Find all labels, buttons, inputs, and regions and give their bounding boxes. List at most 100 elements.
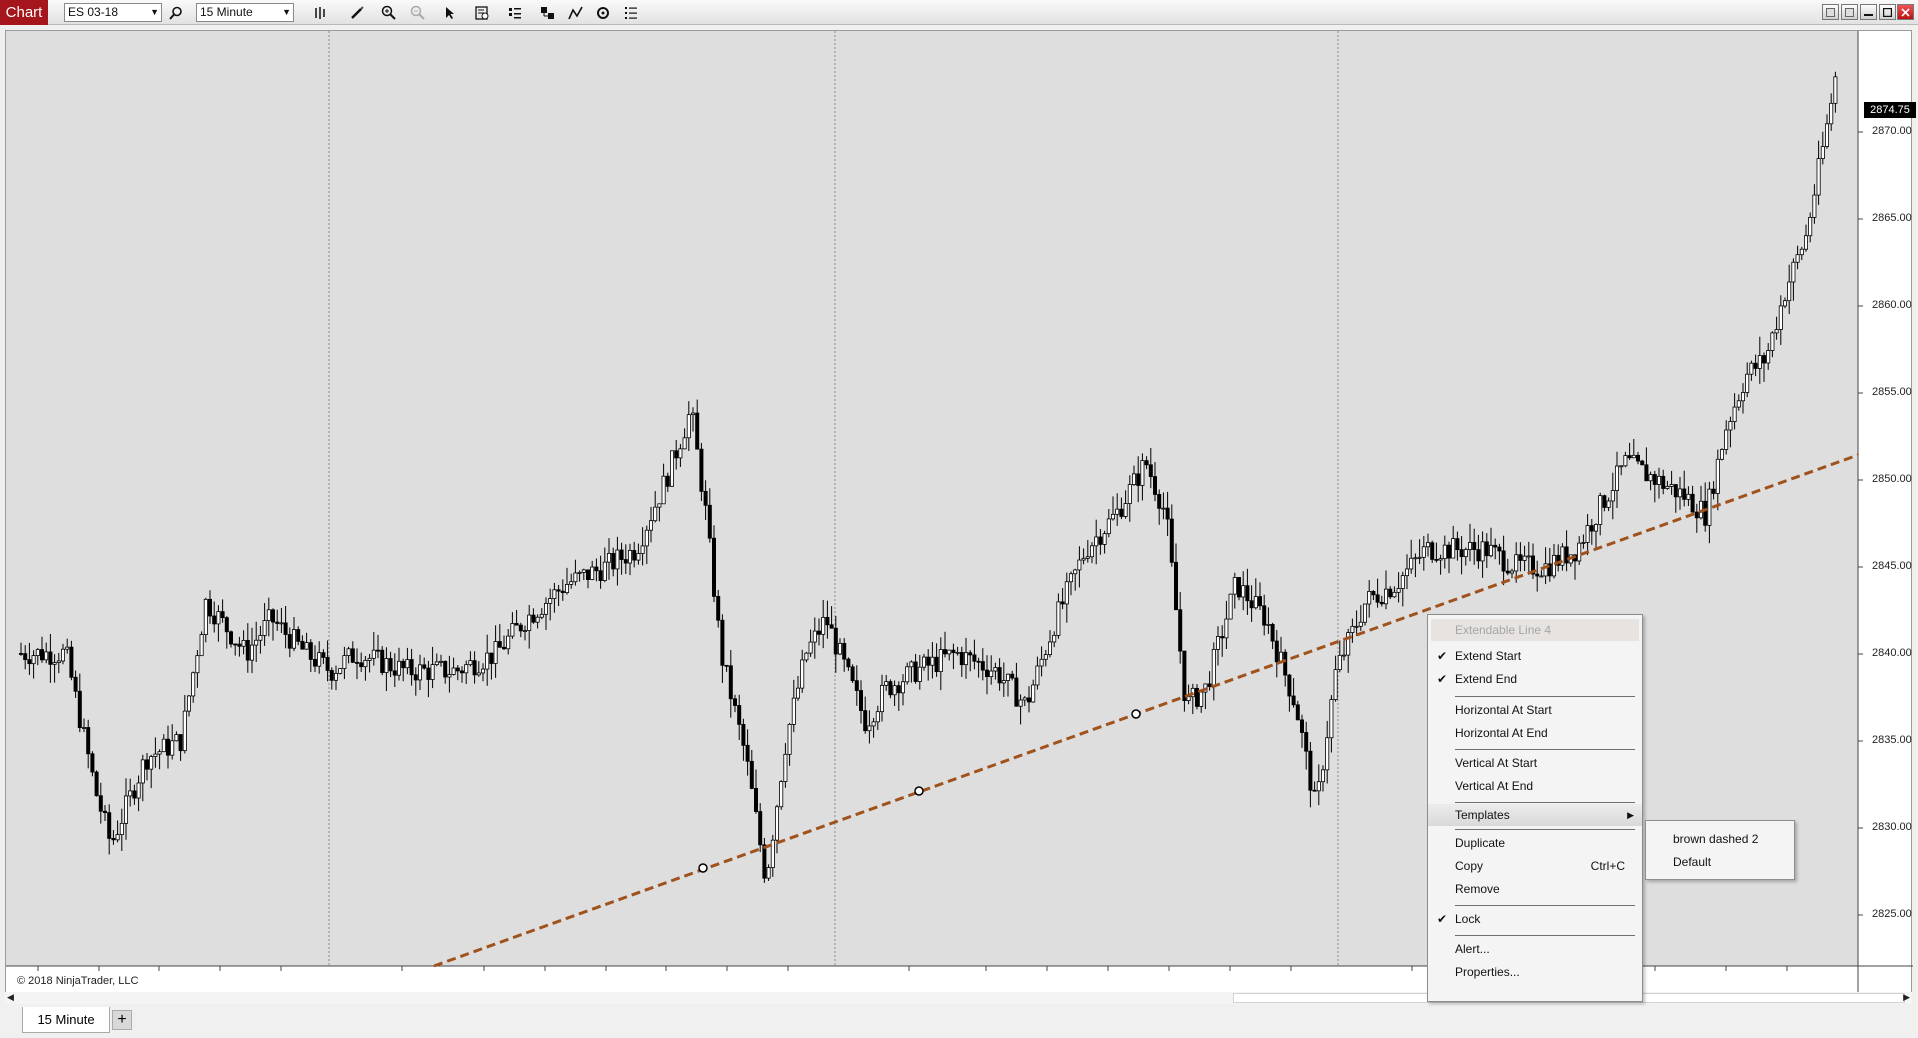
candle-body bbox=[1665, 486, 1670, 489]
candle-body bbox=[1123, 503, 1128, 517]
candle-body bbox=[527, 614, 532, 631]
candle-body bbox=[1367, 591, 1372, 605]
pencil-icon[interactable] bbox=[347, 3, 367, 22]
candle-body bbox=[922, 656, 927, 668]
pointer-icon[interactable] bbox=[440, 3, 460, 22]
candle-body bbox=[972, 654, 977, 662]
menu-item-extend-end[interactable]: ✔ Extend End bbox=[1428, 668, 1642, 690]
candle-body bbox=[396, 660, 401, 676]
candle-body bbox=[1136, 473, 1141, 486]
price-axis-label: 2830.00 bbox=[1872, 821, 1912, 833]
candle-body bbox=[506, 635, 511, 650]
data-box-icon[interactable] bbox=[472, 3, 492, 22]
close-icon[interactable] bbox=[1897, 4, 1914, 20]
candle-body bbox=[1505, 570, 1510, 574]
candle-body bbox=[804, 652, 809, 661]
candle-body bbox=[1346, 632, 1351, 656]
candle-body bbox=[1430, 542, 1435, 560]
candle-body bbox=[1220, 636, 1225, 639]
candle-body bbox=[207, 598, 212, 617]
candle-body bbox=[1237, 577, 1242, 598]
candle-body bbox=[1510, 570, 1515, 574]
drawing-tools-icon[interactable] bbox=[565, 3, 585, 22]
menu-item-remove[interactable]: Remove bbox=[1428, 878, 1642, 900]
candle-body bbox=[1006, 673, 1011, 681]
candle-body bbox=[182, 710, 187, 752]
candle-body bbox=[917, 666, 922, 682]
candle-body bbox=[1384, 588, 1389, 605]
candle-body bbox=[1056, 601, 1061, 636]
candle-body bbox=[1132, 473, 1137, 486]
restore-icon[interactable] bbox=[1822, 4, 1839, 20]
candle-body bbox=[1694, 511, 1699, 519]
menu-item-alert[interactable]: Alert... bbox=[1428, 938, 1642, 960]
indicators-icon[interactable] bbox=[505, 3, 525, 22]
candle-body bbox=[1489, 544, 1494, 557]
minimize-icon[interactable] bbox=[1860, 4, 1877, 20]
menu-item-extend-start[interactable]: ✔ Extend Start bbox=[1428, 645, 1642, 667]
maximize-icon[interactable] bbox=[1841, 4, 1858, 20]
menu-item-properties[interactable]: Properties... bbox=[1428, 961, 1642, 983]
candle-body bbox=[514, 623, 519, 626]
price-axis-label: 2850.00 bbox=[1872, 473, 1912, 485]
candle-body bbox=[304, 642, 309, 650]
menu-item-duplicate[interactable]: Duplicate bbox=[1428, 832, 1642, 854]
list-icon[interactable] bbox=[621, 3, 641, 22]
line-anchor-handle[interactable] bbox=[698, 863, 708, 873]
candle-body bbox=[1022, 697, 1027, 701]
submenu-item-default[interactable]: Default bbox=[1646, 851, 1794, 873]
candle-body bbox=[674, 450, 679, 459]
candle-body bbox=[1820, 146, 1825, 160]
candle-body bbox=[170, 740, 175, 756]
candle-body bbox=[161, 738, 166, 753]
submenu-item-brown-dashed-2[interactable]: brown dashed 2 bbox=[1646, 828, 1794, 850]
menu-item-horizontal-at-end[interactable]: Horizontal At End bbox=[1428, 722, 1642, 744]
candle-body bbox=[1182, 650, 1187, 702]
candle-body bbox=[682, 437, 687, 450]
candle-body bbox=[548, 598, 553, 604]
menu-item-vertical-at-end[interactable]: Vertical At End bbox=[1428, 775, 1642, 797]
fullscreen-icon[interactable] bbox=[1879, 4, 1896, 20]
candle-body bbox=[1426, 542, 1431, 548]
candle-body bbox=[56, 660, 61, 664]
candle-body bbox=[1526, 555, 1531, 558]
menu-item-lock[interactable]: ✔ Lock bbox=[1428, 908, 1642, 930]
interval-selector[interactable]: 15 Minute ▼ bbox=[196, 3, 294, 22]
instrument-selector[interactable]: ES 03-18 ▼ bbox=[64, 3, 162, 22]
candle-body bbox=[724, 664, 729, 667]
menu-item-vertical-at-start[interactable]: Vertical At Start bbox=[1428, 752, 1642, 774]
zoom-out-icon[interactable] bbox=[407, 3, 427, 22]
add-tab-button[interactable]: + bbox=[112, 1010, 132, 1030]
candle-body bbox=[1783, 300, 1788, 307]
menu-item-templates[interactable]: Templates ▶ bbox=[1428, 804, 1642, 826]
magnifier-icon[interactable] bbox=[166, 3, 186, 22]
line-anchor-handle[interactable] bbox=[914, 786, 924, 796]
candle-body bbox=[733, 698, 738, 706]
candle-body bbox=[1753, 362, 1758, 369]
menu-item-copy[interactable]: Copy Ctrl+C bbox=[1428, 855, 1642, 877]
tab-15-minute[interactable]: 15 Minute bbox=[22, 1007, 110, 1033]
candle-body bbox=[468, 660, 473, 666]
candle-body bbox=[1640, 460, 1645, 466]
candle-body bbox=[128, 790, 133, 797]
candle-body bbox=[1333, 669, 1338, 701]
candle-body bbox=[291, 629, 296, 649]
line-anchor-handle[interactable] bbox=[1131, 709, 1141, 719]
candle-body bbox=[1258, 596, 1263, 607]
bar-type-icon[interactable] bbox=[310, 3, 330, 22]
scroll-right-icon[interactable]: ▶ bbox=[1903, 992, 1910, 1002]
scroll-left-icon[interactable]: ◀ bbox=[7, 992, 14, 1002]
properties-icon[interactable] bbox=[593, 3, 613, 22]
candle-body bbox=[699, 448, 704, 492]
candle-body bbox=[447, 674, 452, 678]
candle-body bbox=[317, 652, 322, 667]
candle-body bbox=[1636, 454, 1641, 462]
strategies-icon[interactable] bbox=[537, 3, 557, 22]
candle-body bbox=[476, 672, 481, 676]
zoom-in-icon[interactable] bbox=[378, 3, 398, 22]
menu-item-horizontal-at-start[interactable]: Horizontal At Start bbox=[1428, 699, 1642, 721]
extendable-line-drawing[interactable] bbox=[433, 453, 1859, 968]
candle-body bbox=[1249, 600, 1254, 609]
candle-body bbox=[1010, 673, 1015, 679]
candle-body bbox=[405, 659, 410, 669]
